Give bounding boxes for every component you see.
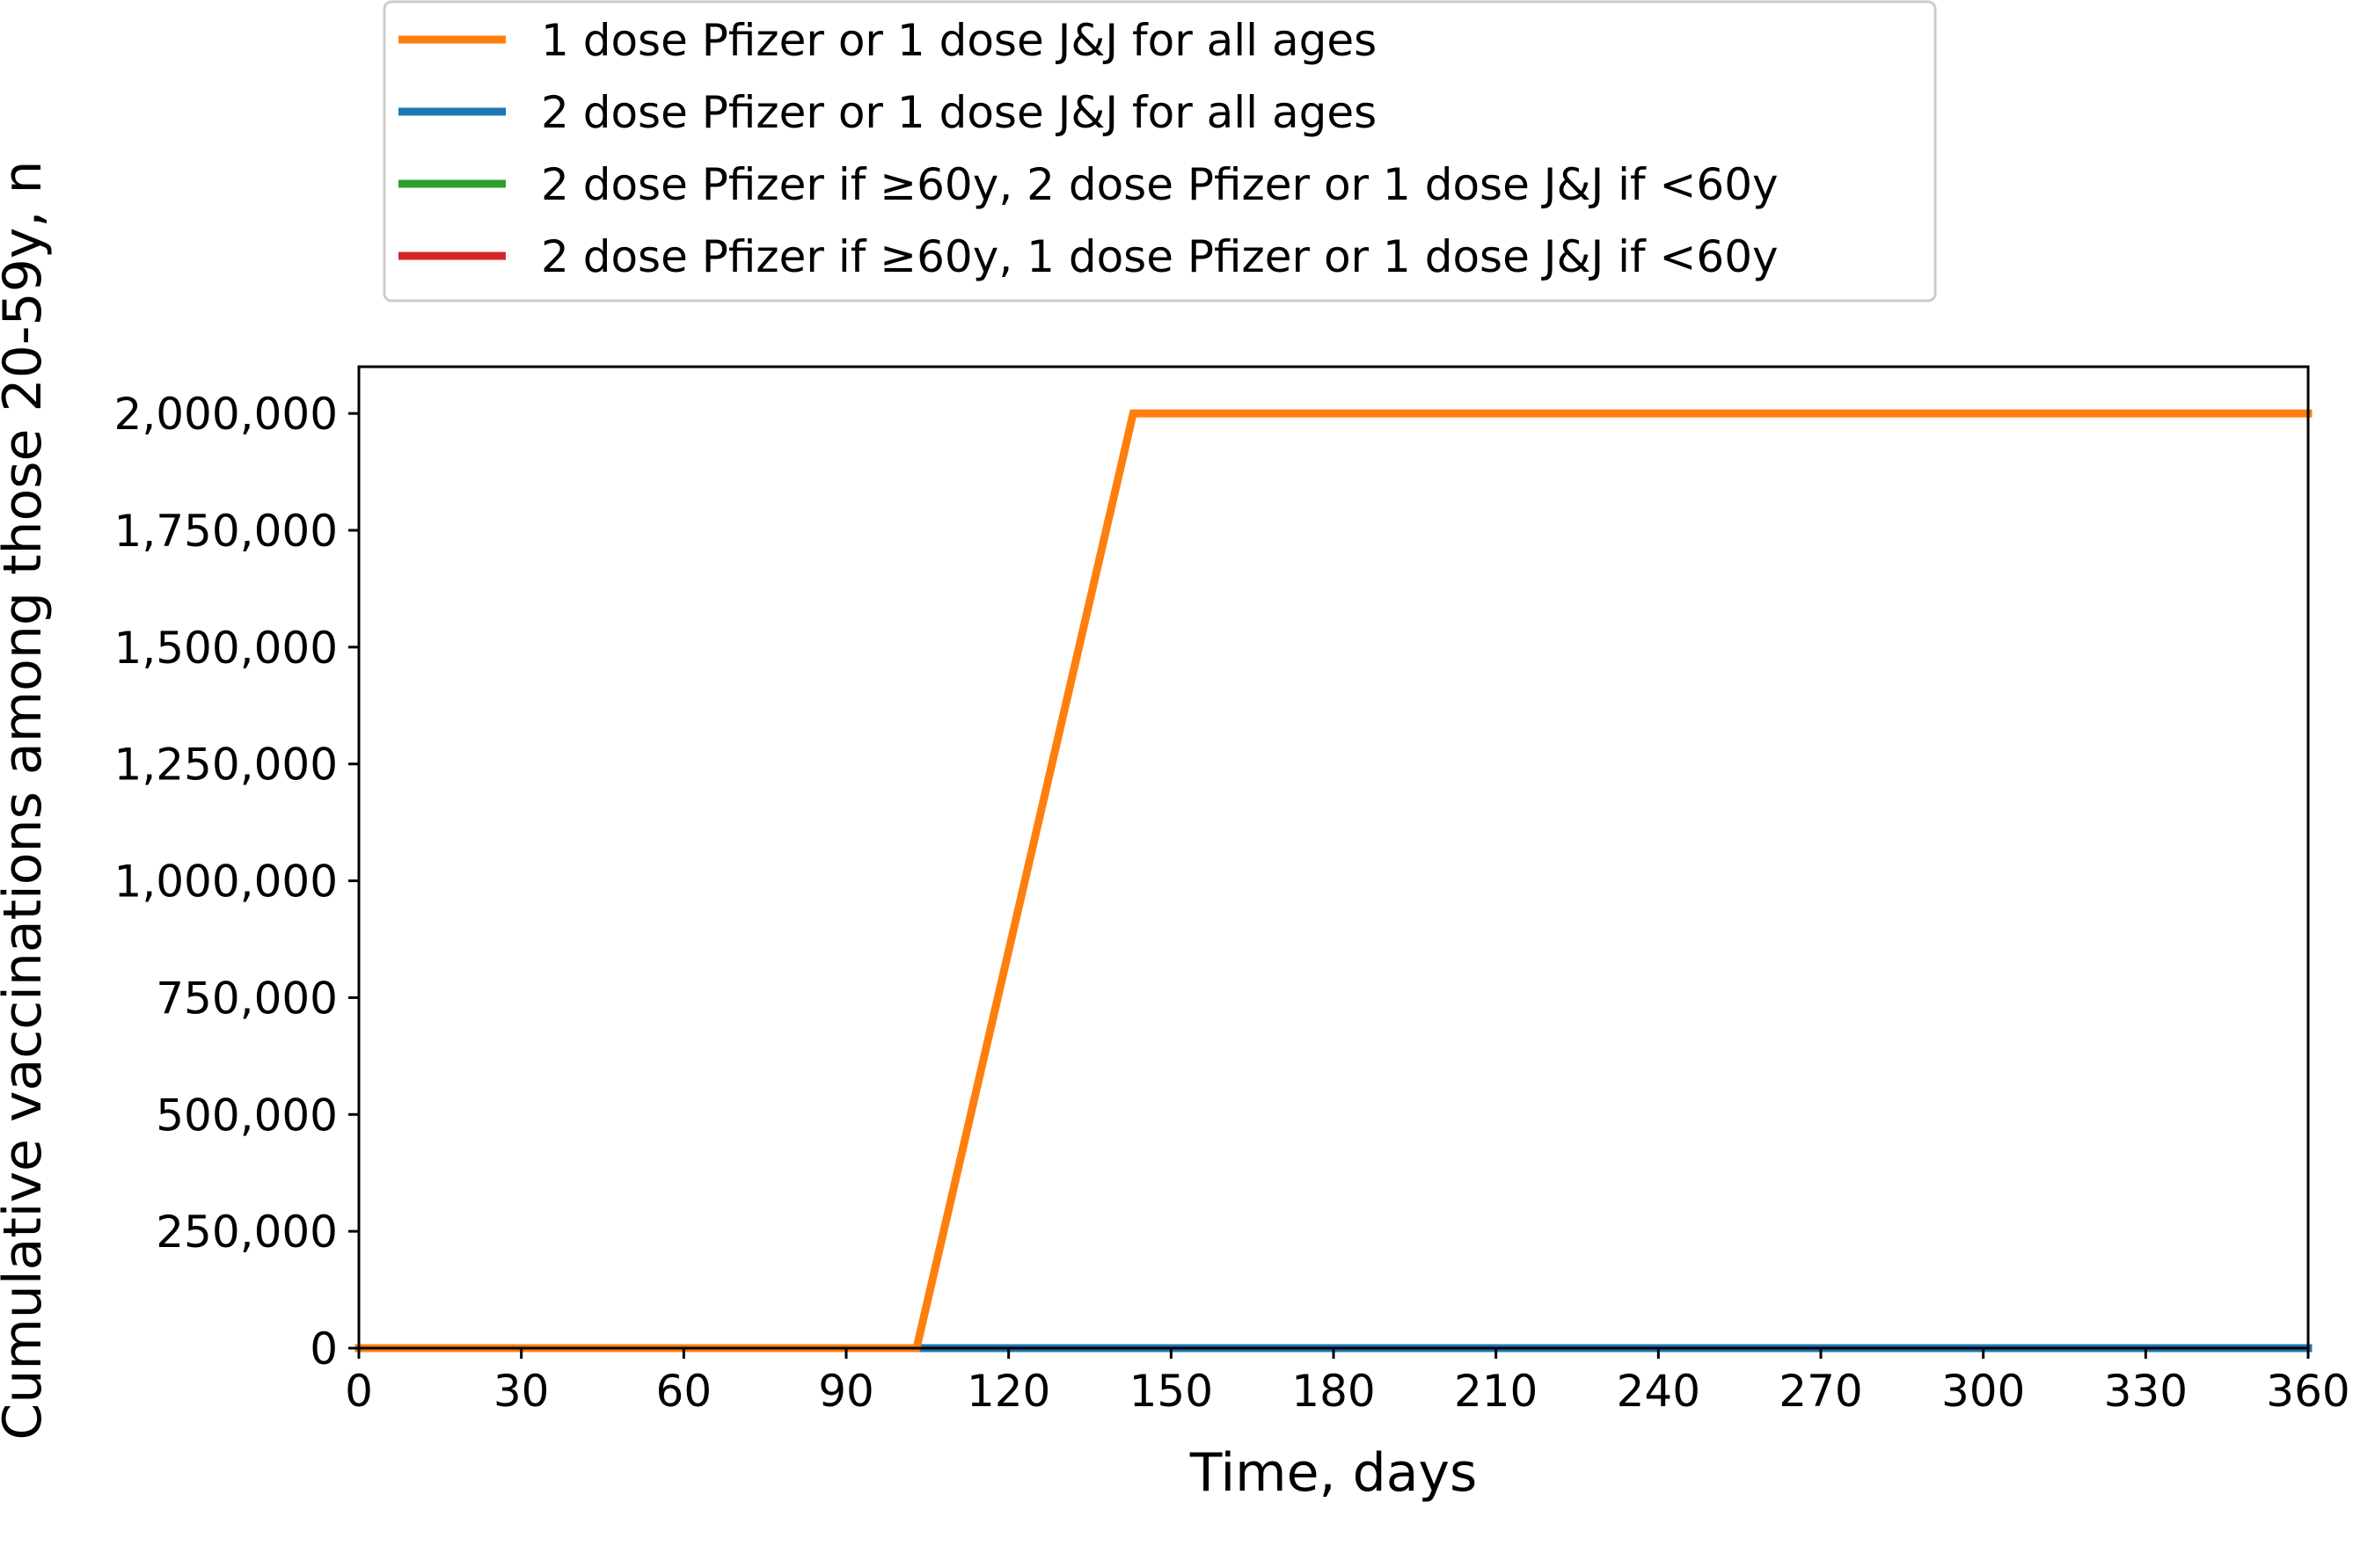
y-tick-label: 750,000: [156, 973, 338, 1024]
y-tick-label: 250,000: [156, 1207, 338, 1258]
x-tick-label: 240: [1617, 1366, 1700, 1417]
y-axis-title: Cumulative vaccinations among those 20-5…: [0, 160, 54, 1440]
x-tick-label: 180: [1291, 1366, 1375, 1417]
y-tick-label: 1,500,000: [114, 623, 338, 674]
y-tick-label: 0: [310, 1324, 338, 1375]
legend-label: 2 dose Pfizer or 1 dose J&J for all ages: [541, 87, 1377, 138]
x-tick-label: 0: [345, 1366, 373, 1417]
x-tick-label: 60: [656, 1366, 712, 1417]
x-axis: 0 30 60 90 120 150 180 210 240 270 300 330 360: [345, 1348, 2350, 1417]
x-tick-label: 330: [2104, 1366, 2188, 1417]
x-tick-label: 150: [1129, 1366, 1213, 1417]
legend-frame: [383, 0, 1937, 303]
x-tick-label: 210: [1454, 1366, 1538, 1417]
x-tick-label: 300: [1941, 1366, 2025, 1417]
y-tick-label: 1,750,000: [114, 506, 338, 557]
y-tick-label: 1,250,000: [114, 740, 338, 791]
legend-label: 2 dose Pfizer if ≥60y, 1 dose Pfizer or …: [541, 231, 1779, 282]
series-layer: [354, 409, 2313, 1353]
legend: 1 dose Pfizer or 1 dose J&J for all ages…: [383, 0, 1937, 303]
x-tick-label: 120: [967, 1366, 1050, 1417]
legend-label: 2 dose Pfizer if ≥60y, 2 dose Pfizer or …: [541, 159, 1779, 210]
x-axis-title: Time, days: [1189, 1442, 1478, 1504]
y-tick-label: 2,000,000: [114, 389, 338, 440]
x-tick-label: 90: [818, 1366, 874, 1417]
series-line: [354, 409, 2313, 1353]
x-tick-label: 270: [1779, 1366, 1862, 1417]
plot-area-frame: [357, 365, 2310, 1350]
y-tick-label: 500,000: [156, 1090, 338, 1141]
y-tick-label: 1,000,000: [114, 857, 338, 908]
y-axis: 0 250,000 500,000 750,000 1,000,000 1,250,000…: [114, 389, 359, 1375]
legend-label: 1 dose Pfizer or 1 dose J&J for all ages: [541, 15, 1377, 66]
x-tick-label: 360: [2266, 1366, 2349, 1417]
x-tick-label: 30: [493, 1366, 550, 1417]
